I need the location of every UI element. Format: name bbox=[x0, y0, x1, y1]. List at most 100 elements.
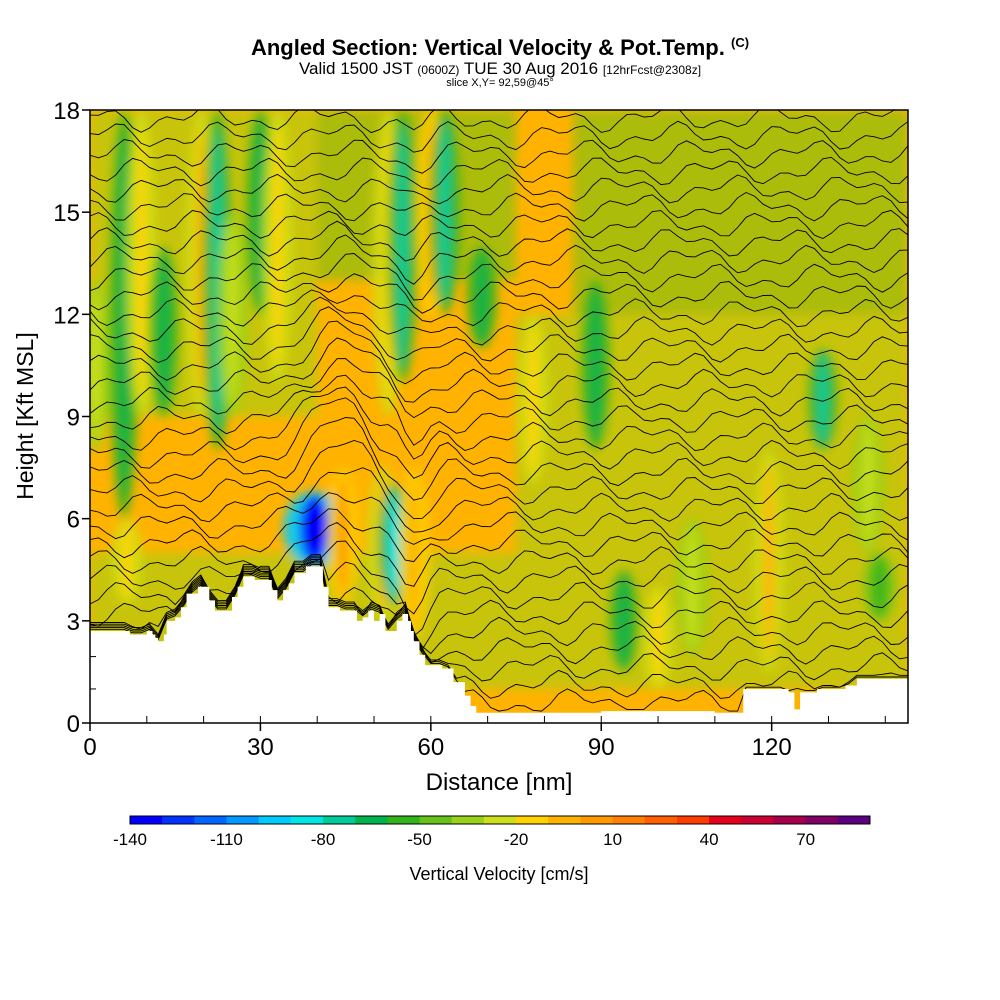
isentrope-line bbox=[90, 508, 908, 563]
isentrope-line bbox=[90, 386, 908, 460]
colorbar-swatch bbox=[323, 816, 356, 824]
colorbar-swatch bbox=[709, 816, 742, 824]
colorbar-tick-label: 40 bbox=[700, 830, 719, 849]
isentrope-line bbox=[90, 440, 908, 520]
y-tick-label: 0 bbox=[67, 711, 80, 738]
downdraft-core bbox=[476, 251, 488, 344]
colorbar-tick-label: 70 bbox=[796, 830, 815, 849]
isentrope-line bbox=[90, 521, 908, 587]
colorbar-swatch bbox=[130, 816, 163, 824]
isentrope-line bbox=[90, 191, 908, 222]
downdraft-core bbox=[300, 495, 329, 563]
y-tick-label: 18 bbox=[53, 98, 80, 125]
isentrope-line bbox=[90, 540, 908, 615]
colorbar-tick-label: -140 bbox=[113, 830, 147, 849]
colorbar-swatch bbox=[676, 816, 710, 824]
updraft-core bbox=[135, 125, 147, 402]
y-tick-label: 12 bbox=[53, 302, 80, 329]
isentrope-line bbox=[90, 289, 908, 328]
x-tick-label: 90 bbox=[588, 734, 615, 761]
updraft-core bbox=[271, 123, 283, 369]
field-band bbox=[572, 110, 908, 315]
colorbar-swatch bbox=[837, 816, 871, 824]
updraft-core bbox=[527, 322, 539, 477]
y-tick-label: 3 bbox=[67, 609, 80, 636]
colorbar-swatch bbox=[516, 816, 549, 824]
updraft-core bbox=[686, 525, 698, 649]
terrain bbox=[90, 566, 908, 723]
updraft-core bbox=[862, 423, 874, 546]
isentrope-line bbox=[90, 209, 908, 240]
isentrope-line bbox=[90, 139, 908, 174]
colorbar-swatch bbox=[355, 816, 388, 824]
downdraft-core bbox=[817, 353, 829, 446]
colorbar-tick-label: -50 bbox=[407, 830, 432, 849]
isentrope-line bbox=[90, 320, 908, 385]
colorbar-swatch bbox=[194, 816, 228, 824]
y-axis-label: Height [Kft MSL] bbox=[12, 332, 38, 499]
colorbar-swatch bbox=[773, 816, 807, 824]
colorbar-swatch bbox=[387, 816, 421, 824]
downdraft-core bbox=[388, 490, 400, 598]
colorbar-tick-label: 10 bbox=[603, 830, 622, 849]
downdraft-core bbox=[158, 254, 170, 408]
terrain-fill bbox=[90, 566, 908, 723]
isentrope-line bbox=[90, 306, 908, 363]
colorbar-swatch bbox=[644, 816, 678, 824]
chart-subtitle: Valid 1500 JST (0600Z) TUE 30 Aug 2016 [… bbox=[0, 59, 1000, 79]
colorbar-swatch bbox=[226, 816, 260, 824]
isentrope-line bbox=[90, 156, 908, 190]
updraft-core bbox=[90, 288, 102, 443]
valid-time: Valid 1500 JST bbox=[298, 59, 413, 78]
title-tag: (C) bbox=[731, 35, 750, 50]
isentrope-line bbox=[90, 273, 908, 314]
isentrope-line bbox=[90, 337, 908, 403]
colorbar-swatch bbox=[741, 816, 774, 824]
isentrope-line bbox=[90, 220, 908, 262]
isentrope-line bbox=[90, 564, 908, 712]
forecast-info: [12hrFcst@2308z] bbox=[602, 63, 702, 77]
colorbar-tick-label: -110 bbox=[210, 830, 243, 849]
colorbar-swatch bbox=[805, 816, 839, 824]
colorbar-tick-label: -80 bbox=[311, 830, 336, 849]
isentrope-line bbox=[90, 120, 908, 153]
chart-title: Angled Section: Vertical Velocity & Pot.… bbox=[250, 35, 750, 60]
isentrope-line bbox=[90, 110, 896, 134]
isentrope-line bbox=[90, 555, 908, 651]
isentrope-line bbox=[90, 253, 908, 301]
valid-date: TUE 30 Aug 2016 bbox=[463, 59, 599, 78]
y-tick-label: 9 bbox=[67, 405, 80, 432]
colorbar-swatch bbox=[483, 816, 517, 824]
colorbar-swatch bbox=[612, 816, 646, 824]
isentrope-line bbox=[90, 358, 908, 419]
isentrope-line bbox=[90, 559, 908, 665]
axes: 0 30 60 90 120 0 3 6 9 12 15 18 bbox=[53, 98, 909, 761]
downdraft-core bbox=[874, 556, 886, 618]
updraft-core bbox=[763, 461, 775, 661]
updraft-core bbox=[226, 222, 238, 407]
y-tick-label: 15 bbox=[53, 200, 80, 227]
colorbar-tick-label: -20 bbox=[504, 830, 529, 849]
colorbar-swatch bbox=[162, 816, 195, 824]
isentrope-line bbox=[90, 560, 908, 682]
downdraft-core bbox=[590, 288, 602, 443]
x-axis-label: Distance [nm] bbox=[426, 769, 573, 796]
isentrope-line bbox=[90, 417, 908, 501]
colorbar-swatch bbox=[419, 816, 453, 824]
colorbar-label: Vertical Velocity [cm/s] bbox=[409, 864, 588, 884]
colorbar-swatch bbox=[258, 816, 292, 824]
x-tick-label: 0 bbox=[83, 734, 96, 761]
updraft-core bbox=[337, 474, 349, 597]
downdraft-core bbox=[439, 120, 451, 305]
isentrope-line bbox=[90, 467, 908, 533]
isentrope-line bbox=[90, 492, 908, 545]
isentrope-line bbox=[90, 557, 908, 655]
colorbar-swatch bbox=[290, 816, 324, 824]
isentrope-line bbox=[90, 173, 908, 205]
y-tick-label: 6 bbox=[67, 507, 80, 534]
isentrope-line bbox=[90, 562, 908, 699]
updraft-core bbox=[121, 522, 133, 600]
isentrope-line bbox=[90, 374, 908, 446]
downdraft-core bbox=[618, 574, 630, 667]
